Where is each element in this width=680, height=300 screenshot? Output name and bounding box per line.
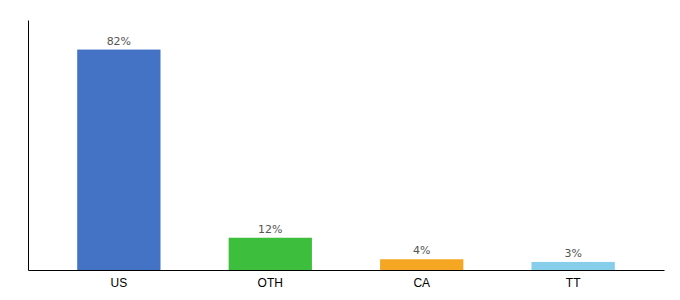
y-axis-line (28, 21, 29, 271)
x-tick: CA (413, 270, 430, 290)
bar (229, 238, 312, 270)
y-axis (28, 21, 29, 271)
bar (77, 50, 160, 270)
x-tick: OTH (258, 270, 283, 290)
bar (532, 262, 615, 270)
x-tick-label: CA (413, 276, 430, 290)
x-tick-label: US (111, 276, 128, 290)
data-label: 4% (413, 244, 430, 257)
bar (380, 259, 463, 270)
data-label: 82% (107, 35, 131, 48)
plot-area: 82% 12% 4% 3% US OTH CA TT (29, 21, 665, 290)
data-label: 3% (564, 247, 581, 260)
x-axis: US OTH CA TT (29, 270, 665, 290)
chart-svg: 82% 12% 4% 3% US OTH CA TT (0, 0, 680, 300)
x-axis-line (29, 270, 665, 271)
x-tick: US (111, 270, 128, 290)
x-tick: TT (566, 270, 581, 290)
data-label: 12% (258, 223, 282, 236)
bars (77, 50, 615, 270)
x-tick-label: TT (566, 276, 581, 290)
x-tick-label: OTH (258, 276, 283, 290)
chart-container: 82% 12% 4% 3% US OTH CA TT (0, 0, 680, 300)
data-labels: 82% 12% 4% 3% (107, 35, 582, 260)
